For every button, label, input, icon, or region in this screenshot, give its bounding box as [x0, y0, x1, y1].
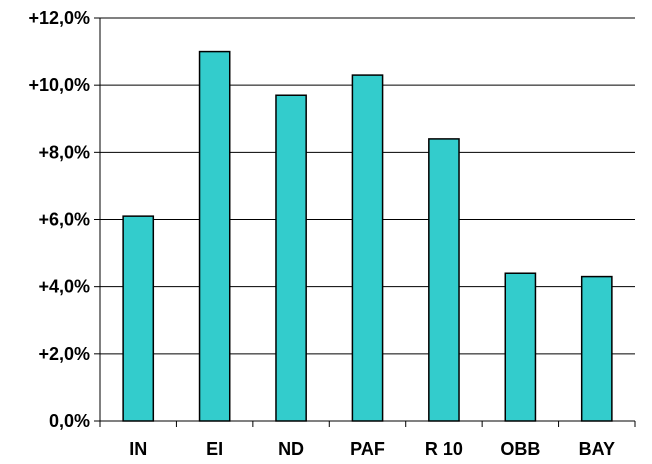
y-tick-label: +6,0% [38, 210, 90, 230]
x-category-labels: IN EI ND PAF R 10 OBB BAY [129, 439, 615, 459]
bars [122, 50, 613, 422]
x-category-label: R 10 [425, 439, 463, 459]
x-category-label: ND [278, 439, 304, 459]
bar-bay [580, 275, 613, 422]
y-tick-labels: 0,0% +2,0% +4,0% +6,0% +8,0% +10,0% +12,0% [28, 8, 90, 431]
bar-r-10 [428, 138, 460, 422]
x-category-label: PAF [350, 439, 385, 459]
axes [94, 17, 636, 427]
y-tick-label: 0,0% [49, 411, 90, 431]
bar-obb [504, 272, 537, 422]
bar-nd [275, 94, 307, 422]
y-tick-label: +8,0% [38, 142, 90, 162]
y-tick-label: +4,0% [38, 277, 90, 297]
y-tick-label: +12,0% [28, 8, 90, 28]
x-category-label: OBB [500, 439, 540, 459]
bar-ei [198, 50, 231, 422]
y-tick-label: +10,0% [28, 75, 90, 95]
y-tick-label: +2,0% [38, 344, 90, 364]
x-category-label: BAY [579, 439, 615, 459]
x-category-label: IN [129, 439, 147, 459]
bar-in [122, 215, 155, 422]
x-category-label: EI [206, 439, 223, 459]
bar-paf [351, 74, 384, 422]
